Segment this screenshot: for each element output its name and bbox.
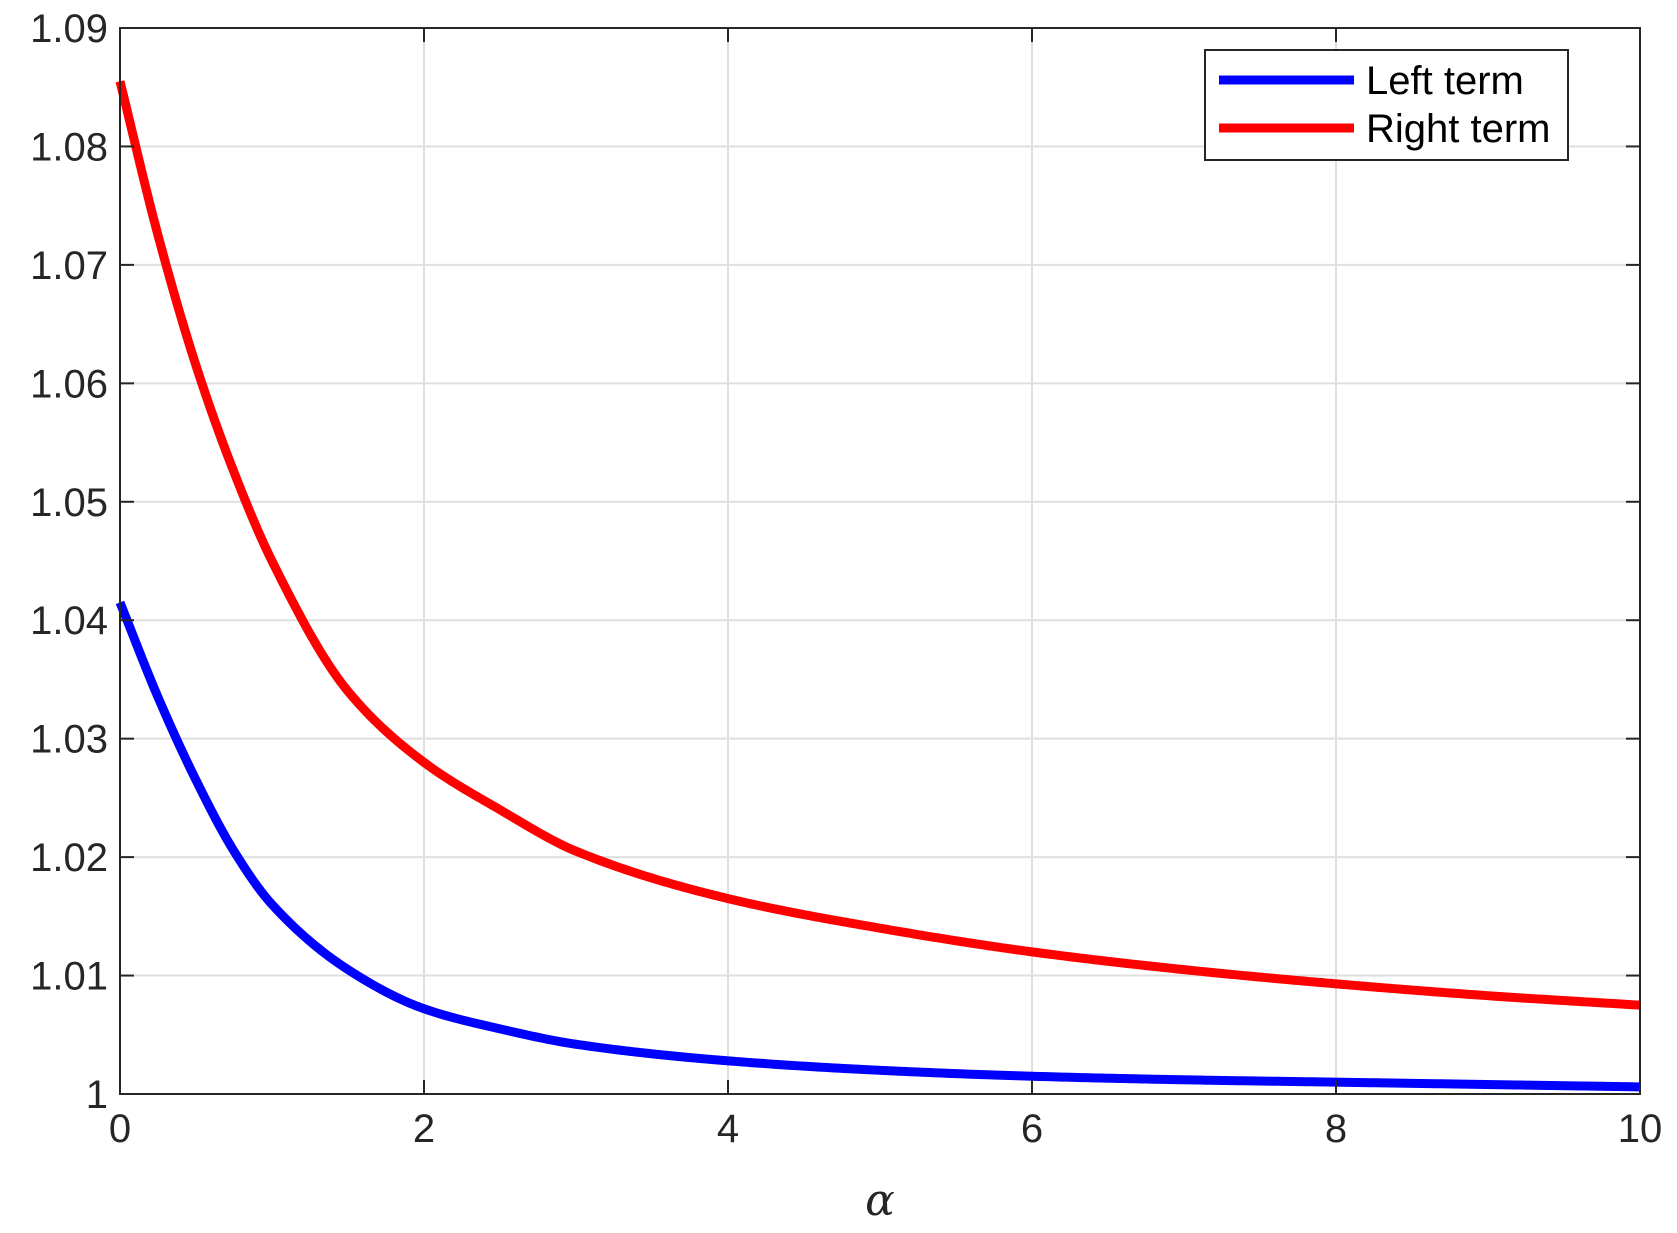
y-tick-label: 1.01 — [30, 955, 108, 999]
plot-background — [120, 28, 1640, 1094]
x-tick-label: 2 — [413, 1107, 435, 1151]
tick-marks — [119, 27, 1641, 1095]
x-tick-label: 4 — [717, 1107, 739, 1151]
y-tick-label: 1.03 — [30, 718, 108, 762]
y-tick-label: 1 — [86, 1073, 108, 1117]
y-tick-label: 1.09 — [30, 7, 108, 51]
y-tick-label: 1.06 — [30, 362, 108, 406]
plot-frame — [119, 27, 1641, 1095]
y-tick-label: 1.04 — [30, 599, 108, 643]
legend-box — [1204, 49, 1569, 161]
x-tick-label: 8 — [1325, 1107, 1347, 1151]
x-tick-label: 0 — [109, 1107, 131, 1151]
legend: Left term Right term — [1204, 49, 1569, 161]
x-tick-label: 6 — [1021, 1107, 1043, 1151]
y-tick-label: 1.05 — [30, 481, 108, 525]
series-line-right-term — [115, 80, 1641, 1010]
y-tick-labels: 1 1.01 1.02 1.03 1.04 1.05 1.06 1.07 1.08 1.09 — [30, 7, 108, 1117]
y-tick-label: 1.07 — [30, 244, 108, 288]
series-line-left-term — [115, 600, 1641, 1092]
y-tick-label: 1.02 — [30, 836, 108, 880]
x-tick-labels: 0 2 4 6 8 10 — [109, 1107, 1662, 1151]
y-tick-label: 1.08 — [30, 125, 108, 169]
x-tick-label: 10 — [1618, 1107, 1663, 1151]
series-lines — [115, 80, 1641, 1092]
legend-label-left-term: Left term — [1366, 59, 1524, 103]
legend-label-right-term: Right term — [1366, 107, 1551, 151]
x-axis-label: α — [865, 1175, 895, 1226]
